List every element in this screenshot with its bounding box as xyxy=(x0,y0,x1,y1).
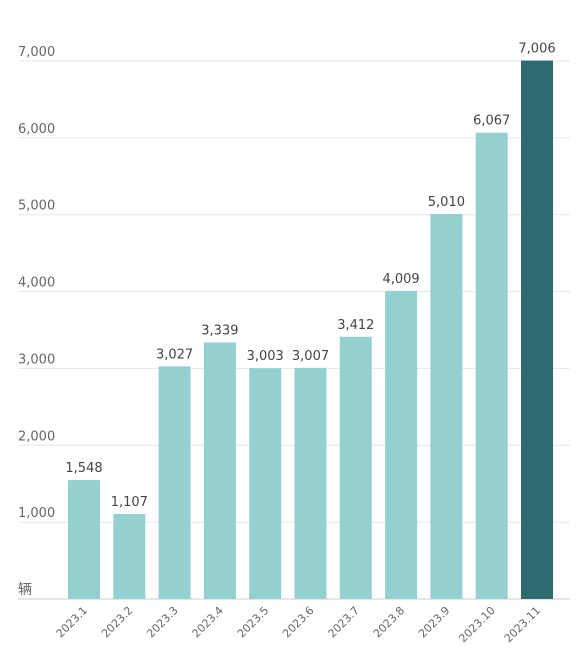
y-tick-label: 3,000 xyxy=(18,352,55,367)
bar xyxy=(249,368,282,599)
x-tick-label: 2023.5 xyxy=(235,604,271,640)
y-tick-label: 7,000 xyxy=(18,45,55,60)
x-tick-label: 2023.11 xyxy=(502,604,543,645)
bar xyxy=(430,213,463,599)
x-tick-label: 2023.1 xyxy=(54,604,90,640)
bar xyxy=(339,336,372,599)
x-tick-label: 2023.6 xyxy=(280,604,316,640)
value-labels: 1,548 1,107 3,027 3,339 3,003 3,007 3,412 4,009… xyxy=(65,42,555,510)
y-axis-ticks: 1,000 2,000 3,000 4,000 5,000 6,000 7,000 xyxy=(18,45,55,521)
y-tick-label: 5,000 xyxy=(18,199,55,214)
data-label: 3,339 xyxy=(201,323,238,338)
x-tick-label: 2023.9 xyxy=(416,604,452,640)
data-label: 1,548 xyxy=(65,461,102,476)
bar xyxy=(385,290,418,599)
bar xyxy=(521,60,553,599)
x-tick-label: 2023.7 xyxy=(326,604,362,640)
bars xyxy=(68,60,553,600)
data-label: 7,006 xyxy=(518,42,555,57)
x-tick-label: 2023.8 xyxy=(371,604,407,640)
y-tick-label: 4,000 xyxy=(18,276,55,291)
x-axis-labels: 2023.1 2023.2 2023.3 2023.4 2023.5 2023.6 2023… xyxy=(54,604,543,645)
bar xyxy=(294,367,327,599)
bar xyxy=(113,513,146,599)
x-tick-label: 2023.10 xyxy=(456,604,497,645)
y-tick-label: 1,000 xyxy=(18,506,55,521)
y-tick-label: 6,000 xyxy=(18,122,55,137)
y-tick-label: 2,000 xyxy=(18,429,55,444)
bar xyxy=(475,132,508,600)
x-tick-label: 2023.3 xyxy=(144,604,180,640)
data-label: 3,027 xyxy=(156,347,193,362)
data-label: 5,010 xyxy=(428,195,465,210)
bar xyxy=(158,366,191,599)
y-axis-unit-label: 辆 xyxy=(18,582,32,598)
data-label: 4,009 xyxy=(382,272,419,287)
grid-lines xyxy=(18,60,570,523)
data-label: 3,412 xyxy=(337,318,374,333)
data-label: 1,107 xyxy=(111,495,148,510)
x-tick-label: 2023.4 xyxy=(190,604,226,640)
data-label: 6,067 xyxy=(473,114,510,129)
data-label: 3,007 xyxy=(292,349,329,364)
bar xyxy=(203,342,236,599)
data-label: 3,003 xyxy=(247,349,284,364)
x-tick-label: 2023.2 xyxy=(99,604,135,640)
bar xyxy=(68,480,100,599)
